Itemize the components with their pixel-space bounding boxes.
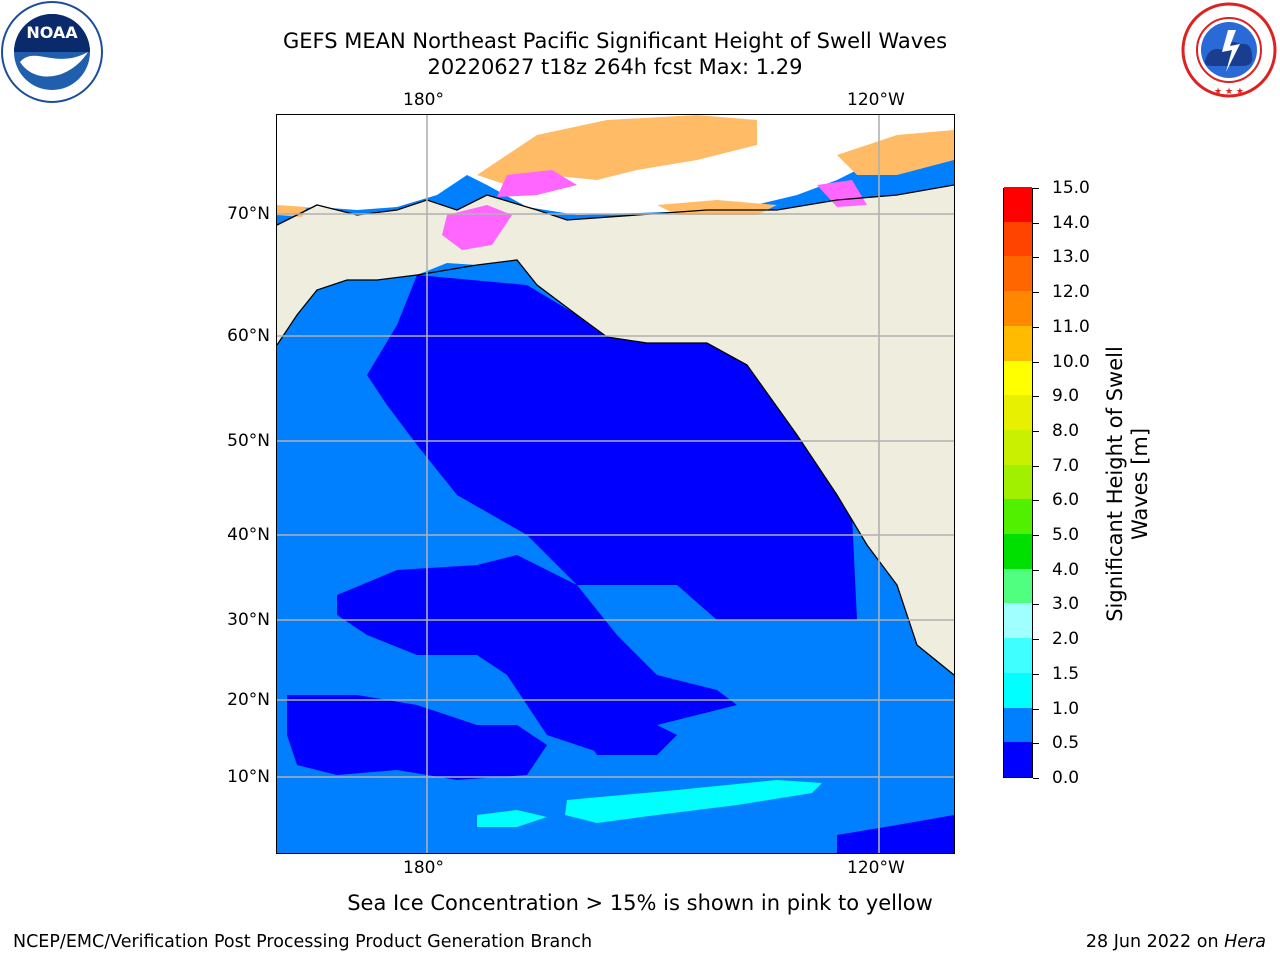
colorbar-tick-mark [1033, 222, 1039, 224]
colorbar-segment [1004, 602, 1032, 639]
colorbar-tick-mark [1033, 778, 1039, 779]
map-panel [277, 115, 954, 853]
lon-label-top-180: 180° [403, 90, 444, 110]
footer-date: 28 Jun 2022 on Hera [1086, 932, 1266, 952]
colorbar-label: Significant Height of Swell Waves [m] [1103, 346, 1153, 622]
lon-label-bottom-120w: 120°W [847, 858, 905, 878]
colorbar-tick-mark [1033, 465, 1039, 467]
colorbar-label-line2: Waves [m] [1128, 427, 1152, 541]
lat-label-70n: 70°N [227, 204, 270, 224]
footer-date-text: 28 Jun 2022 on [1085, 932, 1219, 952]
colorbar-tick-mark [1033, 361, 1039, 363]
colorbar-segment [1004, 637, 1032, 673]
map-frame [276, 114, 955, 854]
colorbar-segment [1004, 533, 1032, 569]
national-weather-service-logo: ★ ★ ★ [1178, 0, 1280, 100]
colorbar-tick-label: 4.0 [1052, 559, 1080, 580]
colorbar-tick-label: 0.5 [1052, 733, 1080, 754]
colorbar-segment [1004, 290, 1032, 326]
svg-text:★ ★ ★: ★ ★ ★ [1214, 87, 1244, 97]
colorbar-segment [1004, 707, 1032, 743]
colorbar-tick-mark [1033, 326, 1039, 328]
noaa-logo: NOAA [0, 0, 104, 104]
colorbar-tick-label: 14.0 [1052, 212, 1090, 233]
chart-title: GEFS MEAN Northeast Pacific Significant … [282, 29, 948, 53]
colorbar-tick-label: 15.0 [1052, 178, 1090, 198]
colorbar-segment [1004, 360, 1032, 396]
colorbar-segment [1004, 394, 1032, 430]
lat-label-50n: 50°N [227, 431, 270, 451]
colorbar-segment [1004, 255, 1032, 292]
colorbar-tick-label: 3.0 [1052, 594, 1080, 615]
colorbar-tick-label: 11.0 [1052, 316, 1090, 337]
footer-credit: NCEP/EMC/Verification Post Processing Pr… [13, 932, 593, 952]
colorbar-tick-label: 10.0 [1052, 351, 1090, 372]
sea-ice-note: Sea Ice Concentration > 15% is shown in … [347, 891, 933, 915]
swell-cyan-band [565, 780, 822, 823]
colorbar-tick-mark [1033, 708, 1039, 710]
colorbar-segment [1004, 429, 1032, 465]
map-svg [277, 115, 954, 853]
colorbar [1003, 186, 1033, 778]
colorbar-tick-mark [1033, 188, 1039, 189]
colorbar-segment [1004, 672, 1032, 708]
colorbar-tick-label: 2.0 [1052, 629, 1080, 650]
colorbar-segment [1004, 498, 1032, 535]
colorbar-tick-mark [1033, 292, 1039, 294]
lat-label-10n: 10°N [227, 767, 270, 787]
lon-label-bottom-180: 180° [403, 858, 444, 878]
colorbar-tick-label: 8.0 [1052, 420, 1080, 441]
map-gridlines [277, 115, 954, 853]
chart-subtitle: 20220627 t18z 264h fcst Max: 1.29 [427, 55, 803, 79]
colorbar-tick-mark [1033, 569, 1039, 571]
noaa-logo-text: NOAA [26, 23, 78, 42]
colorbar-tick-mark [1033, 500, 1039, 502]
lat-label-60n: 60°N [227, 326, 270, 346]
colorbar-segment [1004, 741, 1032, 777]
colorbar-segment [1004, 568, 1032, 604]
colorbar-tick-mark [1033, 673, 1039, 675]
lat-label-40n: 40°N [227, 525, 270, 545]
colorbar-tick-label: 12.0 [1052, 282, 1090, 303]
lat-label-30n: 30°N [227, 610, 270, 630]
colorbar-tick-label: 9.0 [1052, 386, 1080, 407]
colorbar-tick-mark [1033, 257, 1039, 259]
colorbar-tick-label: 1.5 [1052, 663, 1080, 684]
colorbar-label-line1: Significant Height of Swell [1103, 346, 1127, 622]
colorbar-tick-label: 5.0 [1052, 525, 1080, 546]
footer-host: Hera [1224, 932, 1266, 952]
swell-cyan-patch [477, 810, 547, 827]
lon-label-top-120w: 120°W [847, 90, 905, 110]
colorbar-segment [1004, 186, 1032, 222]
ocean-dark-regions [287, 275, 954, 853]
colorbar-tick-label: 0.0 [1052, 768, 1080, 788]
colorbar-segment [1004, 221, 1032, 257]
colorbar-tick-mark [1033, 639, 1039, 641]
colorbar-tick-mark [1033, 430, 1039, 432]
colorbar-tick-label: 6.0 [1052, 490, 1080, 511]
colorbar-tick-mark [1033, 396, 1039, 398]
colorbar-tick-label: 1.0 [1052, 698, 1080, 719]
lat-label-20n: 20°N [227, 690, 270, 710]
colorbar-tick-mark [1033, 535, 1039, 537]
colorbar-tick-mark [1033, 743, 1039, 745]
colorbar-tick-label: 7.0 [1052, 455, 1080, 476]
colorbar-tick-mark [1033, 604, 1039, 606]
colorbar-segment [1004, 464, 1032, 500]
colorbar-tick-label: 13.0 [1052, 247, 1090, 268]
colorbar-segment [1004, 325, 1032, 361]
